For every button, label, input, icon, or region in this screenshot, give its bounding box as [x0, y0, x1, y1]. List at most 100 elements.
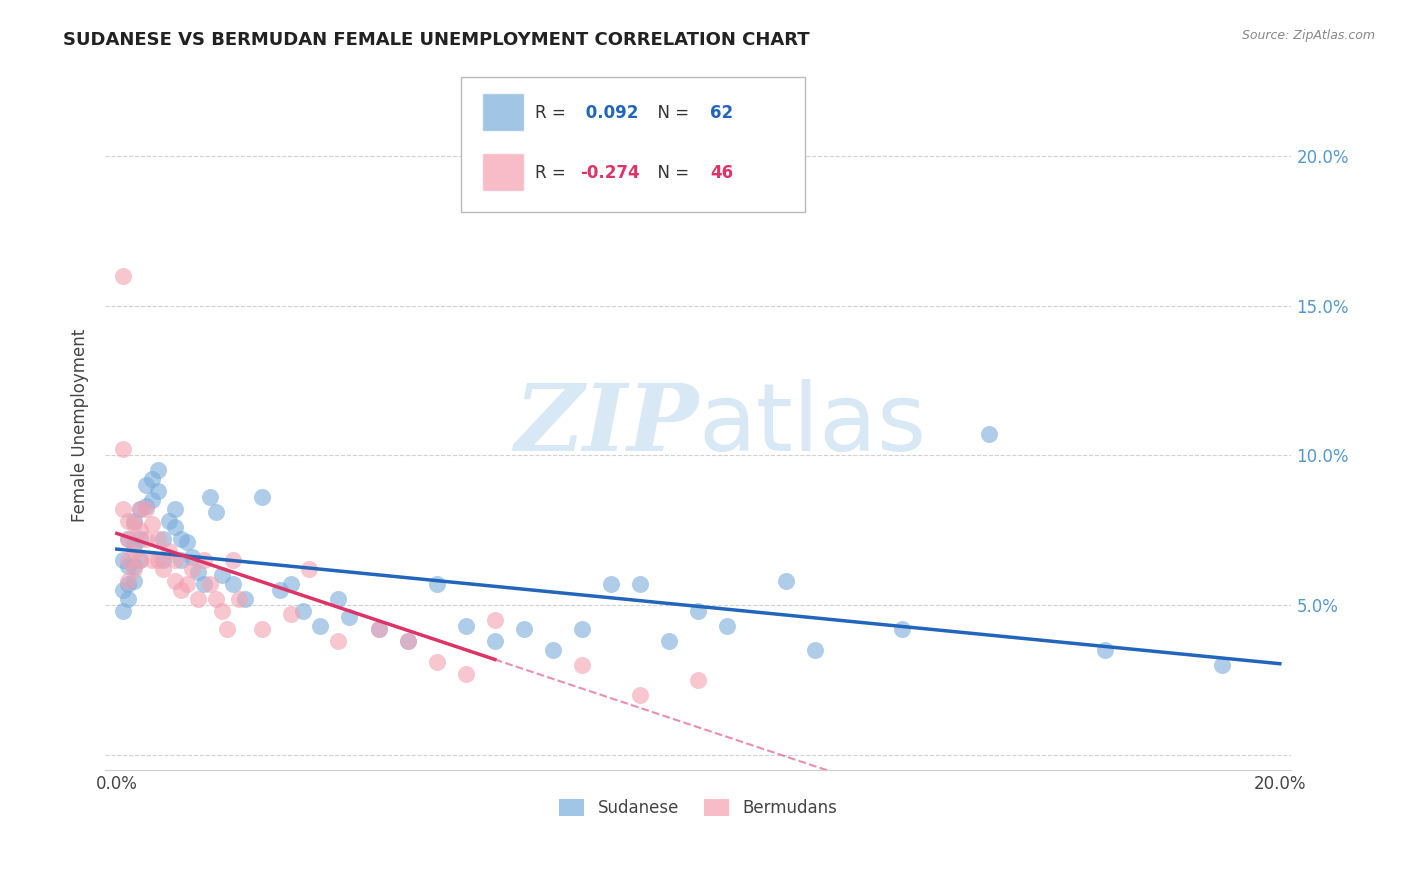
Point [396, 634, 419, 648]
Point [157, 544, 180, 558]
Point [775, 574, 797, 589]
Point [228, 592, 250, 607]
Point [146, 463, 169, 477]
Point [124, 517, 146, 532]
Point [198, 491, 221, 505]
Point [176, 577, 198, 591]
Point [129, 524, 152, 538]
Point [977, 427, 1000, 442]
Point [152, 562, 174, 576]
Point [484, 634, 506, 648]
Point [339, 610, 361, 624]
Point [117, 553, 139, 567]
Point [181, 562, 204, 576]
Point [211, 568, 233, 582]
Point [280, 577, 302, 591]
Point [141, 493, 163, 508]
Point [163, 553, 186, 567]
Point [628, 577, 651, 591]
Point [193, 553, 215, 567]
Text: SUDANESE VS BERMUDAN FEMALE UNEMPLOYMENT CORRELATION CHART: SUDANESE VS BERMUDAN FEMALE UNEMPLOYMENT… [63, 31, 810, 49]
Point [124, 544, 146, 558]
Point [111, 553, 134, 567]
Point [269, 583, 291, 598]
Point [117, 577, 139, 591]
Point [163, 520, 186, 534]
Point [716, 619, 738, 633]
Y-axis label: Female Unemployment: Female Unemployment [72, 329, 89, 522]
Point [129, 533, 152, 547]
Point [222, 577, 245, 591]
Point [326, 592, 349, 607]
Point [135, 500, 157, 514]
Point [367, 622, 389, 636]
Point [222, 553, 245, 567]
Point [250, 622, 273, 636]
Point [541, 643, 564, 657]
Point [211, 604, 233, 618]
Point [571, 658, 593, 673]
Point [117, 592, 139, 607]
Point [157, 514, 180, 528]
Legend: Sudanese, Bermudans: Sudanese, Bermudans [553, 792, 844, 823]
Point [111, 442, 134, 457]
Point [135, 533, 157, 547]
Point [163, 574, 186, 589]
FancyBboxPatch shape [461, 78, 806, 211]
Point [124, 538, 146, 552]
Point [187, 566, 209, 580]
Point [111, 268, 134, 283]
Point [135, 478, 157, 492]
Point [187, 592, 209, 607]
Point [146, 533, 169, 547]
Point [1094, 643, 1116, 657]
Text: 62: 62 [710, 104, 734, 122]
Point [198, 577, 221, 591]
Point [367, 622, 389, 636]
Point [170, 533, 193, 547]
Point [152, 533, 174, 547]
Point [117, 574, 139, 589]
Point [146, 484, 169, 499]
Point [124, 559, 146, 574]
Point [135, 502, 157, 516]
Text: Source: ZipAtlas.com: Source: ZipAtlas.com [1241, 29, 1375, 42]
Text: R =: R = [534, 163, 571, 182]
Point [117, 559, 139, 574]
Point [117, 533, 139, 547]
Point [298, 562, 321, 576]
Point [170, 583, 193, 598]
Text: N =: N = [647, 104, 695, 122]
Point [426, 655, 449, 669]
Point [204, 592, 226, 607]
Text: atlas: atlas [699, 379, 927, 472]
Point [129, 553, 152, 567]
Point [454, 667, 477, 681]
Point [141, 472, 163, 486]
Point [129, 502, 152, 516]
Point [141, 553, 163, 567]
Point [454, 619, 477, 633]
Point [124, 562, 146, 576]
Text: 46: 46 [710, 163, 734, 182]
Point [129, 502, 152, 516]
Point [513, 622, 536, 636]
Point [890, 622, 912, 636]
Point [117, 533, 139, 547]
Point [250, 491, 273, 505]
Point [280, 607, 302, 622]
Text: -0.274: -0.274 [579, 163, 640, 182]
Point [111, 604, 134, 618]
Text: R =: R = [534, 104, 571, 122]
Point [193, 577, 215, 591]
Point [326, 634, 349, 648]
Point [628, 688, 651, 702]
Point [176, 535, 198, 549]
Point [658, 634, 681, 648]
Text: ZIP: ZIP [515, 380, 699, 470]
Point [600, 577, 623, 591]
Point [1211, 658, 1233, 673]
Point [204, 505, 226, 519]
Point [163, 502, 186, 516]
Point [309, 619, 332, 633]
